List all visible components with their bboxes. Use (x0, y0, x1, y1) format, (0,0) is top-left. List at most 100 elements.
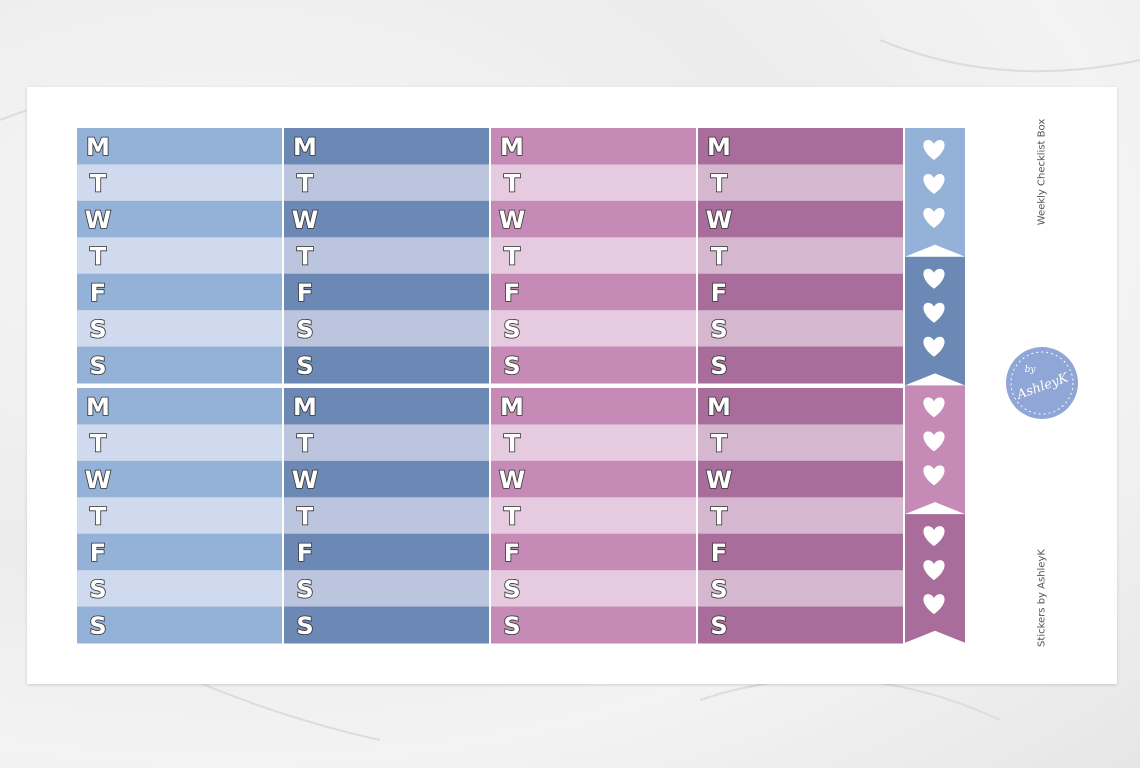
day-row (698, 388, 903, 425)
day-letter: F (90, 279, 106, 307)
day-row (698, 533, 903, 571)
day-row (491, 200, 696, 238)
day-letter: W (706, 206, 732, 234)
logo-badge (1006, 347, 1078, 419)
day-row (284, 200, 489, 238)
day-letter: S (296, 352, 313, 380)
day-letter: S (89, 315, 106, 343)
day-row (698, 570, 903, 608)
day-row (491, 388, 696, 425)
day-letter: S (89, 352, 106, 380)
day-letter: T (504, 243, 521, 271)
day-row (77, 164, 282, 202)
day-letter: F (297, 279, 313, 307)
day-letter: W (499, 466, 525, 494)
day-letter: M (86, 133, 110, 161)
day-letter: F (504, 539, 520, 567)
day-letter: M (500, 393, 524, 421)
day-letter: T (504, 170, 521, 198)
day-letter: T (504, 503, 521, 531)
day-row (77, 388, 282, 425)
day-row (491, 533, 696, 571)
day-row (698, 497, 903, 535)
day-row (77, 497, 282, 535)
day-letter: M (293, 393, 317, 421)
day-letter: W (706, 466, 732, 494)
day-row (698, 273, 903, 311)
sheet-title: Weekly Checklist Box (1037, 119, 1048, 226)
day-row (698, 460, 903, 498)
day-row (698, 424, 903, 462)
day-letter: T (90, 243, 107, 271)
sheet-credit: Stickers by AshleyK (1037, 549, 1048, 647)
day-letter: S (296, 612, 313, 640)
day-letter: M (707, 133, 731, 161)
day-row (77, 570, 282, 608)
day-row (491, 460, 696, 498)
day-row (284, 310, 489, 348)
day-row (284, 497, 489, 535)
day-row (491, 310, 696, 348)
day-row (284, 424, 489, 462)
day-row (491, 606, 696, 644)
day-row (491, 570, 696, 608)
day-letter: W (85, 206, 111, 234)
day-row (284, 606, 489, 644)
day-row (698, 164, 903, 202)
day-row (491, 164, 696, 202)
day-letter: F (711, 539, 727, 567)
day-letter: T (90, 503, 107, 531)
day-row (698, 200, 903, 238)
day-letter: S (710, 352, 727, 380)
day-letter: W (292, 466, 318, 494)
day-letter: S (503, 352, 520, 380)
day-letter: S (296, 315, 313, 343)
day-row (77, 200, 282, 238)
day-letter: T (504, 430, 521, 458)
day-row (491, 497, 696, 535)
day-letter: F (504, 279, 520, 307)
day-row (284, 460, 489, 498)
day-letter: S (710, 612, 727, 640)
day-row (284, 237, 489, 275)
day-letter: M (86, 393, 110, 421)
day-row (698, 346, 903, 384)
day-row (491, 346, 696, 384)
day-letter: W (85, 466, 111, 494)
logo: by AshleyK (1006, 347, 1078, 419)
day-letter: T (711, 430, 728, 458)
day-letter: T (711, 243, 728, 271)
day-row (284, 533, 489, 571)
day-row (284, 128, 489, 165)
day-row (284, 570, 489, 608)
day-letter: S (296, 575, 313, 603)
day-letter: T (297, 243, 314, 271)
logo-by: by (1025, 365, 1037, 375)
day-row (698, 606, 903, 644)
day-letter: F (297, 539, 313, 567)
day-letter: S (710, 315, 727, 343)
day-row (698, 237, 903, 275)
day-letter: F (90, 539, 106, 567)
day-letter: S (503, 315, 520, 343)
day-row (77, 533, 282, 571)
day-row (77, 424, 282, 462)
day-letter: T (711, 170, 728, 198)
day-letter: S (89, 612, 106, 640)
day-letter: S (710, 575, 727, 603)
day-row (491, 237, 696, 275)
day-row (77, 606, 282, 644)
day-letter: F (711, 279, 727, 307)
day-row (77, 273, 282, 311)
day-letter: M (500, 133, 524, 161)
day-row (698, 128, 903, 165)
day-letter: M (707, 393, 731, 421)
day-letter: W (292, 206, 318, 234)
